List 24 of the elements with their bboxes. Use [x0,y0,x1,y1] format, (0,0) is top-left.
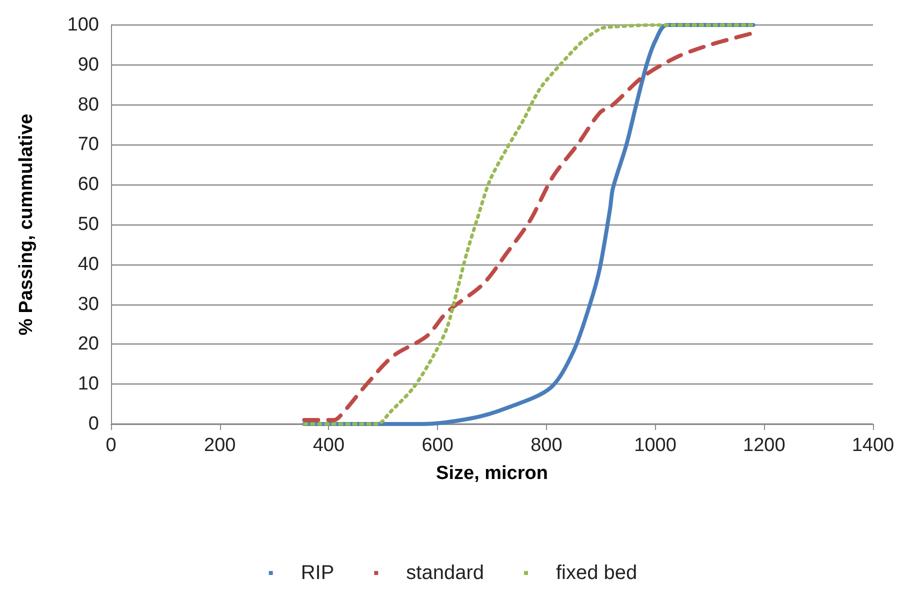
y-tick-label: 90 [78,54,99,76]
y-axis-title: % Passing, cummulative [16,114,37,336]
y-tick-label: 10 [78,374,99,395]
x-tick-label: 0 [106,435,116,456]
x-tick-label: 1400 [852,435,894,456]
y-tick-label: 40 [78,254,99,275]
y-tick-label: 80 [78,94,99,116]
x-tick-label: 800 [530,435,562,456]
x-tick-label: 400 [312,435,345,456]
y-tick-label: 30 [78,294,99,315]
x-axis-title: Size, micron [436,463,548,484]
y-tick-label: 0 [88,414,99,434]
x-tick-label: 200 [204,435,236,456]
y-tick-label: 70 [78,134,99,156]
y-tick-label: 20 [78,334,99,355]
x-tick-label: 1000 [634,435,676,456]
legend-label: fixed bed [556,562,638,584]
x-tick-label: 600 [422,435,454,456]
y-tick-label: 50 [78,214,99,235]
legend-label: RIP [300,562,334,584]
y-tick-label: 60 [78,174,99,196]
y-tick-label: 100 [67,14,99,36]
legend-label: standard [406,562,484,584]
x-tick-label: 1200 [743,435,786,456]
